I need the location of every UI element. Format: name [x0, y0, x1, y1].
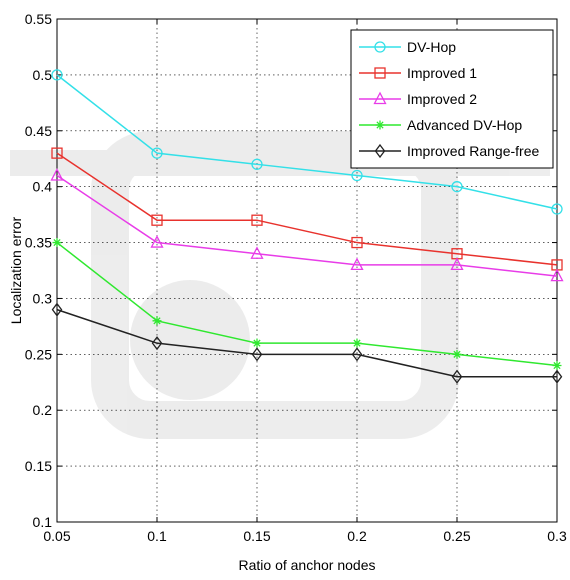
- data-point-improved-1: [351, 236, 363, 249]
- data-point-improved-2: [150, 235, 164, 248]
- legend-swatch-marker: [375, 120, 385, 130]
- data-point-improved-range-free: [551, 369, 563, 384]
- plot-area: 0.05 0.1 0.15 0.2 0.25 0.3 0.10.150.20.250.30…: [25, 11, 567, 544]
- series-improved-range-free: [51, 302, 563, 384]
- y-tick-label: 0.1: [33, 514, 53, 530]
- grid: [57, 19, 557, 522]
- legend: DV-Hop Improved 1 Improved 2 Advanced DV-Ho…: [350, 29, 554, 169]
- legend-item-improved-range-free: Improved Range-free: [359, 143, 540, 159]
- y-tick-label: 0.15: [25, 458, 52, 474]
- data-point-dv-hop: [551, 203, 563, 215]
- data-point-improved-range-free: [51, 302, 63, 317]
- data-point-improved-2: [350, 257, 364, 271]
- x-tick-label: 0.2: [347, 528, 367, 544]
- legend-item-dv-hop: DV-Hop: [359, 39, 456, 55]
- y-tick-label: 0.25: [25, 346, 52, 362]
- y-tick-label: 0.55: [25, 11, 52, 27]
- x-tick-label: 0.05: [43, 528, 70, 544]
- x-axis-label: Ratio of anchor nodes: [239, 557, 376, 573]
- data-point-improved-range-free: [251, 347, 263, 362]
- data-point-improved-2: [50, 168, 64, 181]
- data-point-advanced-dv-hop: [152, 316, 162, 326]
- y-tick-label: 0.2: [33, 402, 53, 418]
- series-improved-2: [50, 168, 564, 282]
- legend-item-improved-2: Improved 2: [359, 91, 477, 107]
- x-tick-label: 0.15: [243, 528, 270, 544]
- data-point-advanced-dv-hop: [452, 349, 462, 359]
- legend-label: Improved Range-free: [407, 143, 540, 159]
- series-line-improved-2: [56, 174, 558, 277]
- y-tick-label: 0.35: [25, 235, 52, 251]
- data-point-dv-hop: [151, 147, 163, 159]
- legend-label: Advanced DV-Hop: [407, 117, 522, 133]
- y-tick-label: 0.4: [33, 179, 53, 195]
- legend-swatch-marker: [374, 41, 386, 53]
- series-dv-hop: [51, 69, 563, 215]
- data-point-advanced-dv-hop: [552, 361, 562, 371]
- y-tick-label: 0.3: [33, 290, 53, 306]
- data-point-dv-hop: [251, 158, 263, 170]
- series-layer: [50, 69, 564, 384]
- data-point-advanced-dv-hop: [352, 338, 362, 348]
- series-line-improved-1: [56, 152, 558, 266]
- data-point-advanced-dv-hop: [52, 238, 62, 248]
- x-tick-label: 0.25: [443, 528, 470, 544]
- x-tick-label: 0.3: [547, 528, 567, 544]
- data-point-improved-2: [450, 257, 464, 271]
- data-point-improved-1: [151, 214, 163, 226]
- legend-item-advanced-dv-hop: Advanced DV-Hop: [359, 117, 522, 133]
- data-point-improved-range-free: [351, 347, 363, 362]
- legend-label: Improved 2: [407, 91, 477, 107]
- series-line-advanced-dv-hop: [56, 241, 558, 367]
- data-point-advanced-dv-hop: [252, 338, 262, 348]
- data-point-improved-range-free: [451, 369, 463, 384]
- x-axis-ticks: 0.05 0.1 0.15 0.2 0.25 0.3: [43, 19, 567, 544]
- y-axis-label: Localization error: [8, 216, 24, 324]
- legend-label: Improved 1: [407, 65, 477, 81]
- y-tick-label: 0.5: [33, 67, 53, 83]
- legend-swatch-marker: [374, 67, 386, 79]
- series-line-dv-hop: [56, 74, 558, 210]
- legend-items: DV-Hop Improved 1 Improved 2 Advanced DV-Ho…: [359, 39, 540, 159]
- series-line-improved-range-free: [56, 308, 557, 378]
- data-point-dv-hop: [451, 181, 463, 193]
- data-point-improved-range-free: [151, 336, 163, 351]
- data-point-improved-2: [250, 246, 264, 259]
- data-point-improved-1: [251, 214, 263, 226]
- legend-label: DV-Hop: [407, 39, 456, 55]
- data-point-dv-hop: [51, 69, 63, 81]
- legend-item-improved-1: Improved 1: [359, 65, 477, 81]
- legend-swatch-marker: [374, 143, 386, 159]
- x-tick-label: 0.1: [147, 528, 167, 544]
- series-advanced-dv-hop: [52, 238, 562, 371]
- data-point-improved-2: [550, 268, 564, 282]
- y-axis-ticks: 0.1 0.15 0.2 0.25 0.3 0.35 0.4 0.45 0.5 0.55: [25, 11, 557, 530]
- y-tick-label: 0.45: [25, 123, 52, 139]
- data-point-dv-hop: [351, 169, 363, 182]
- data-point-improved-1: [51, 147, 63, 159]
- legend-swatch-marker: [373, 91, 387, 105]
